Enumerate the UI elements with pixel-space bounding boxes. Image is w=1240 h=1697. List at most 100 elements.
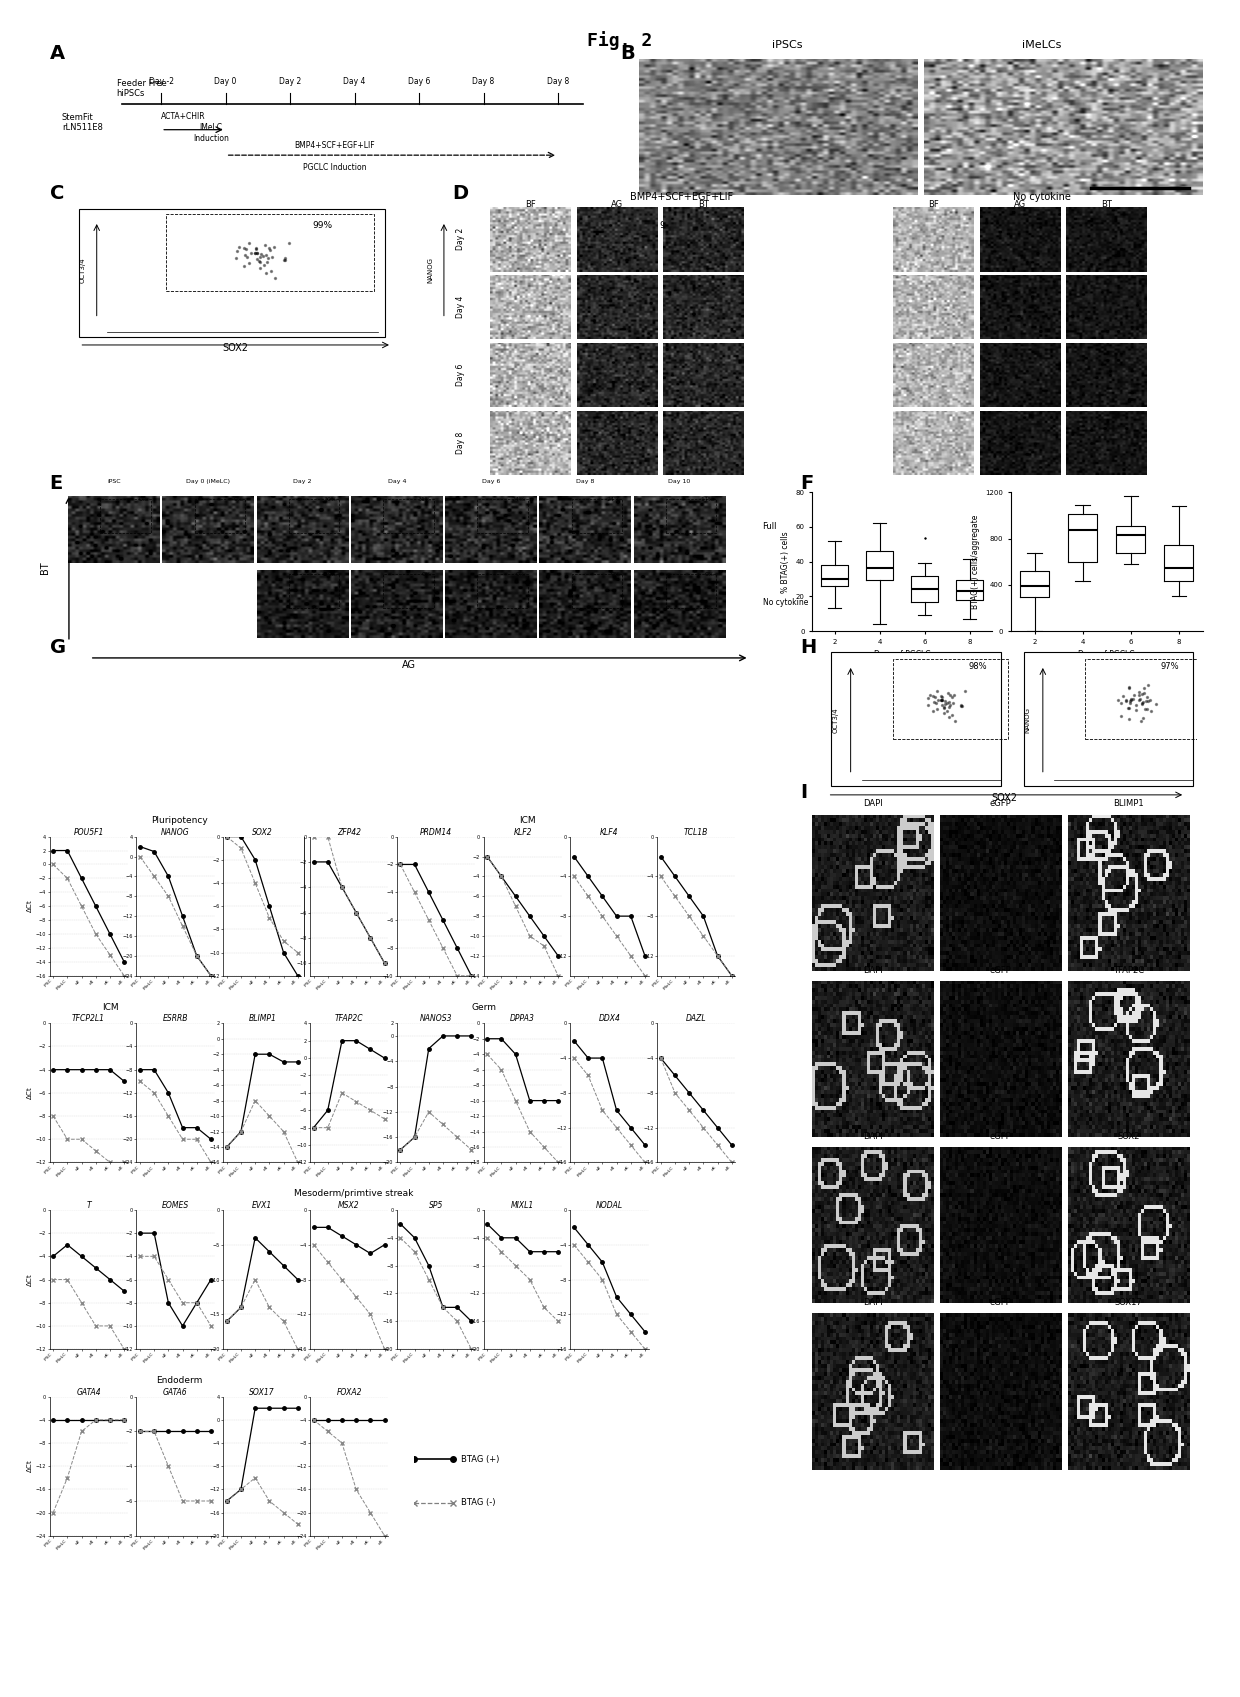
Point bbox=[155, 248, 175, 275]
Point bbox=[970, 687, 990, 714]
Point bbox=[867, 686, 887, 713]
Point bbox=[159, 265, 179, 292]
Text: BT: BT bbox=[40, 562, 50, 574]
Point bbox=[339, 244, 358, 272]
Text: IMeLC
Induction: IMeLC Induction bbox=[193, 124, 228, 143]
Point bbox=[166, 229, 186, 256]
Point bbox=[155, 244, 175, 272]
Point bbox=[326, 231, 346, 258]
Title: NODAL: NODAL bbox=[596, 1201, 622, 1210]
Point bbox=[324, 246, 343, 273]
Text: Mesoderm/primtive streak: Mesoderm/primtive streak bbox=[294, 1190, 413, 1198]
Text: I: I bbox=[800, 782, 807, 801]
Text: Day 6: Day 6 bbox=[408, 76, 430, 87]
Point bbox=[311, 239, 331, 266]
Point bbox=[314, 258, 334, 285]
Text: Day -2: Day -2 bbox=[149, 76, 174, 87]
Point bbox=[963, 682, 983, 709]
Text: A: A bbox=[50, 44, 64, 63]
Point bbox=[330, 260, 350, 287]
Point bbox=[868, 691, 888, 718]
Text: Day 10: Day 10 bbox=[668, 479, 691, 484]
Point bbox=[961, 706, 981, 733]
Y-axis label: $\Delta$Ct: $\Delta$Ct bbox=[25, 899, 35, 913]
Point bbox=[864, 696, 884, 723]
Title: ESRRB: ESRRB bbox=[162, 1015, 188, 1023]
Point bbox=[955, 687, 975, 714]
Point bbox=[873, 682, 893, 709]
Bar bbox=[572, 499, 622, 533]
Text: Day 8: Day 8 bbox=[472, 76, 495, 87]
Point bbox=[867, 682, 887, 709]
Text: eGFP: eGFP bbox=[990, 1298, 1012, 1307]
Bar bbox=[1085, 658, 1200, 738]
Text: 30%: 30% bbox=[324, 497, 337, 502]
Text: PGCLC Induction: PGCLC Induction bbox=[303, 163, 367, 171]
Point bbox=[144, 236, 164, 263]
Point bbox=[870, 694, 890, 721]
Point bbox=[961, 675, 981, 703]
Text: 0%: 0% bbox=[704, 572, 714, 577]
Point bbox=[861, 691, 880, 718]
Text: Day 4: Day 4 bbox=[343, 76, 366, 87]
Text: BT: BT bbox=[698, 200, 709, 209]
Point bbox=[870, 691, 890, 718]
Point bbox=[146, 239, 166, 266]
Point bbox=[966, 686, 986, 713]
Title: PRDM14: PRDM14 bbox=[420, 828, 451, 837]
Point bbox=[315, 234, 335, 261]
Point bbox=[151, 248, 171, 275]
Text: BTAG (+): BTAG (+) bbox=[461, 1454, 500, 1463]
Point bbox=[961, 674, 981, 701]
Text: Day 4: Day 4 bbox=[388, 479, 405, 484]
X-axis label: Days of PGCLC
induction: Days of PGCLC induction bbox=[874, 650, 930, 670]
Point bbox=[967, 689, 987, 716]
Point bbox=[862, 682, 882, 709]
Text: No cytokine: No cytokine bbox=[763, 597, 808, 608]
Point bbox=[145, 229, 165, 256]
Bar bbox=[666, 499, 717, 533]
Point bbox=[145, 243, 165, 270]
Bar bbox=[100, 499, 151, 533]
Bar bbox=[383, 499, 434, 533]
Point bbox=[965, 692, 985, 720]
Bar bbox=[832, 652, 1001, 786]
Point bbox=[968, 696, 988, 723]
Point bbox=[966, 680, 986, 708]
Text: DAPI: DAPI bbox=[863, 966, 883, 974]
Point bbox=[872, 682, 892, 709]
Text: Day 8: Day 8 bbox=[577, 479, 594, 484]
Point bbox=[162, 246, 182, 273]
Text: OCT3/4: OCT3/4 bbox=[79, 256, 86, 283]
Point bbox=[970, 687, 990, 714]
Text: ACTA+CHIR: ACTA+CHIR bbox=[161, 112, 206, 120]
Point bbox=[863, 697, 883, 725]
Text: 0%: 0% bbox=[233, 497, 243, 502]
Text: BMP4+SCF+EGF+LIF: BMP4+SCF+EGF+LIF bbox=[294, 141, 376, 149]
Point bbox=[330, 232, 350, 260]
Point bbox=[322, 238, 342, 265]
Text: TFAP2C: TFAP2C bbox=[1112, 966, 1145, 974]
Text: Day 6: Day 6 bbox=[456, 363, 465, 387]
Point bbox=[861, 684, 880, 711]
Title: EVX1: EVX1 bbox=[252, 1201, 273, 1210]
Point bbox=[149, 234, 169, 261]
Point bbox=[327, 263, 347, 290]
Bar bbox=[195, 499, 246, 533]
Point bbox=[866, 687, 885, 714]
Point bbox=[316, 239, 336, 266]
Point bbox=[330, 241, 350, 268]
Point bbox=[966, 679, 986, 706]
Title: SP5: SP5 bbox=[429, 1201, 443, 1210]
Point bbox=[961, 686, 981, 713]
Point bbox=[319, 261, 339, 288]
Text: AG: AG bbox=[611, 200, 622, 209]
Point bbox=[332, 222, 352, 249]
Point bbox=[960, 686, 980, 713]
Text: BF: BF bbox=[928, 200, 939, 209]
Text: Day 2: Day 2 bbox=[294, 479, 311, 484]
Point bbox=[327, 239, 347, 266]
Point bbox=[151, 255, 171, 282]
Y-axis label: BTAG(+) cells/aggregate: BTAG(+) cells/aggregate bbox=[971, 514, 980, 609]
Text: Fig. 2: Fig. 2 bbox=[588, 31, 652, 49]
